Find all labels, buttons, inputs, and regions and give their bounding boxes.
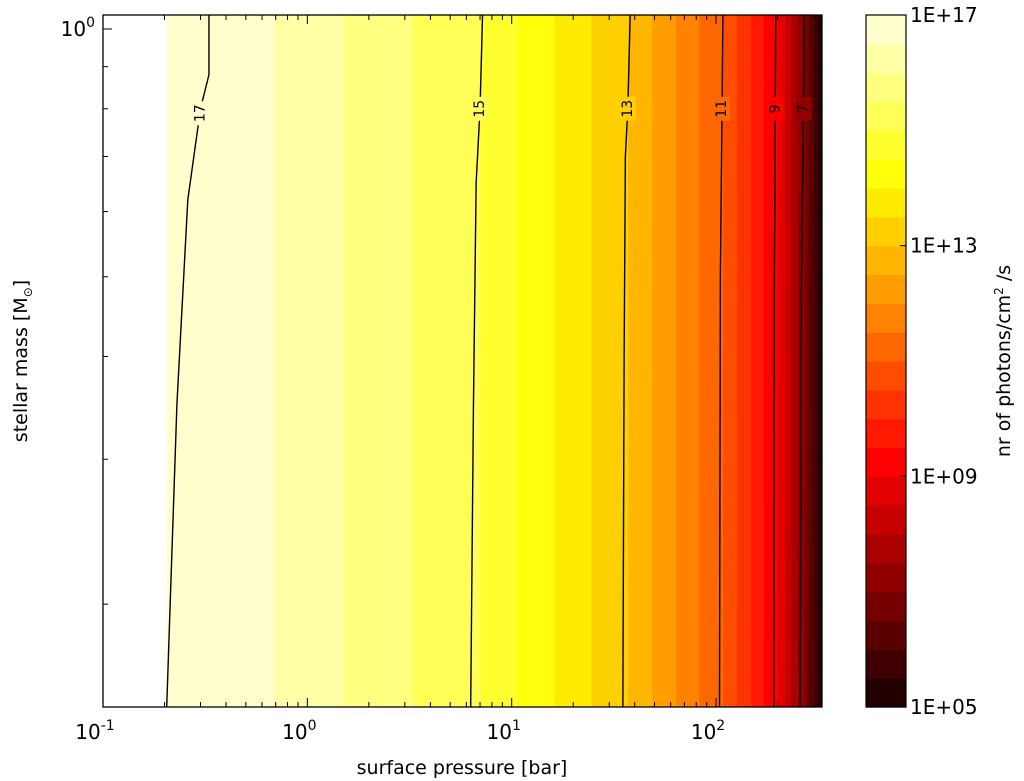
contour-band <box>818 15 822 707</box>
colorbar <box>866 15 906 708</box>
contour-band <box>274 15 345 707</box>
colorbar-swatch <box>866 188 906 218</box>
colorbar-swatch <box>866 101 906 131</box>
colorbar-swatch <box>866 130 906 160</box>
contour-line <box>773 15 777 707</box>
contour-band <box>343 15 414 707</box>
contour-label-bg <box>192 101 209 126</box>
colorbar-swatch <box>866 72 906 103</box>
colorbar-swatch <box>866 15 906 45</box>
contour-band <box>517 15 556 707</box>
contour-label: 17 <box>193 104 209 122</box>
contour-label: 7 <box>796 104 812 113</box>
x-axis-label: surface pressure [bar] <box>357 757 568 779</box>
contour-band <box>751 15 765 707</box>
contour-band <box>652 15 678 707</box>
contour-label-bg <box>714 96 731 121</box>
x-tick-label: 100 <box>282 718 316 744</box>
y-axis-label-end: ] <box>10 280 32 287</box>
contour-label-bg <box>619 96 636 121</box>
x-tick-label: 101 <box>487 718 521 744</box>
colorbar-frame <box>865 14 907 708</box>
contour-label-bg <box>767 96 784 121</box>
colorbar-swatch <box>866 649 906 679</box>
contour-label: 15 <box>472 100 488 118</box>
colorbar-swatch <box>866 361 906 391</box>
y-tick-label: 100 <box>61 15 95 41</box>
y-axis-label: stellar mass [M⊙] <box>10 280 35 442</box>
contour-labels: 17 15 13 11 9 7 <box>192 96 812 126</box>
colorbar-swatch <box>866 505 906 535</box>
contour-fill <box>103 15 822 707</box>
y-axis-ticks: 100 <box>61 15 822 605</box>
colorbar-tick-label: 1E+13 <box>910 234 978 258</box>
contour-band <box>737 15 752 707</box>
colorbar-ticks: 1E+17 1E+13 1E+09 1E+05 <box>900 3 978 719</box>
plot-frame <box>102 14 823 708</box>
contour-line <box>799 15 805 707</box>
colorbar-label-sup: 2 <box>992 287 1006 295</box>
colorbar-swatch <box>866 303 906 333</box>
contour-band <box>791 15 799 707</box>
contour-label: 11 <box>714 100 730 118</box>
colorbar-swatch <box>866 274 906 304</box>
colorbar-swatch <box>866 332 906 362</box>
x-tick-label: 10-1 <box>75 718 114 744</box>
colorbar-swatch <box>866 562 906 593</box>
contour-label-bg <box>795 96 812 121</box>
colorbar-swatch <box>866 43 906 74</box>
contour-band <box>628 15 654 707</box>
colorbar-swatch <box>866 216 906 247</box>
contour-label: 9 <box>767 104 783 113</box>
contour-band <box>785 15 792 707</box>
contour-band <box>554 15 593 707</box>
contour-band <box>809 15 815 707</box>
colorbar-swatch <box>866 591 906 622</box>
colorbar-swatch <box>866 476 906 506</box>
colorbar-swatch <box>866 678 906 708</box>
colorbar-swatch <box>866 447 906 477</box>
colorbar-swatch <box>866 620 906 650</box>
colorbar-swatch <box>866 389 906 420</box>
x-tick-label: 102 <box>691 718 725 744</box>
contour-band <box>778 15 786 707</box>
contour-line <box>166 15 210 707</box>
contour-line <box>469 15 484 707</box>
colorbar-swatch <box>866 159 906 189</box>
x-axis-ticks: 10-1 100 101 102 <box>75 15 815 744</box>
colorbar-swatch <box>866 245 906 276</box>
contour-line <box>622 15 631 707</box>
contour-band <box>676 15 700 707</box>
contour-label-bg <box>472 96 489 121</box>
colorbar-label-end: /s <box>993 265 1015 287</box>
colorbar-label: nr of photons/cm2 /s <box>992 265 1015 457</box>
contour-band <box>480 15 519 707</box>
contour-line <box>718 15 724 707</box>
contour-band <box>723 15 738 707</box>
colorbar-swatch <box>866 418 906 449</box>
y-axis-label-main: stellar mass [M <box>10 297 32 442</box>
colorbar-tick-label: 1E+09 <box>910 464 978 488</box>
contour-band <box>412 15 482 707</box>
contour-band <box>814 15 819 707</box>
colorbar-tick-label: 1E+05 <box>910 695 978 719</box>
contour-band <box>805 15 810 707</box>
contour-label: 13 <box>620 100 636 118</box>
contour-lines <box>166 15 805 707</box>
colorbar-swatch <box>866 534 906 564</box>
colorbar-tick-label: 1E+17 <box>910 3 978 27</box>
y-axis-label-sub: ⊙ <box>21 287 35 297</box>
saturated-region <box>103 15 167 707</box>
colorbar-label-main: nr of photons/cm <box>993 295 1015 457</box>
